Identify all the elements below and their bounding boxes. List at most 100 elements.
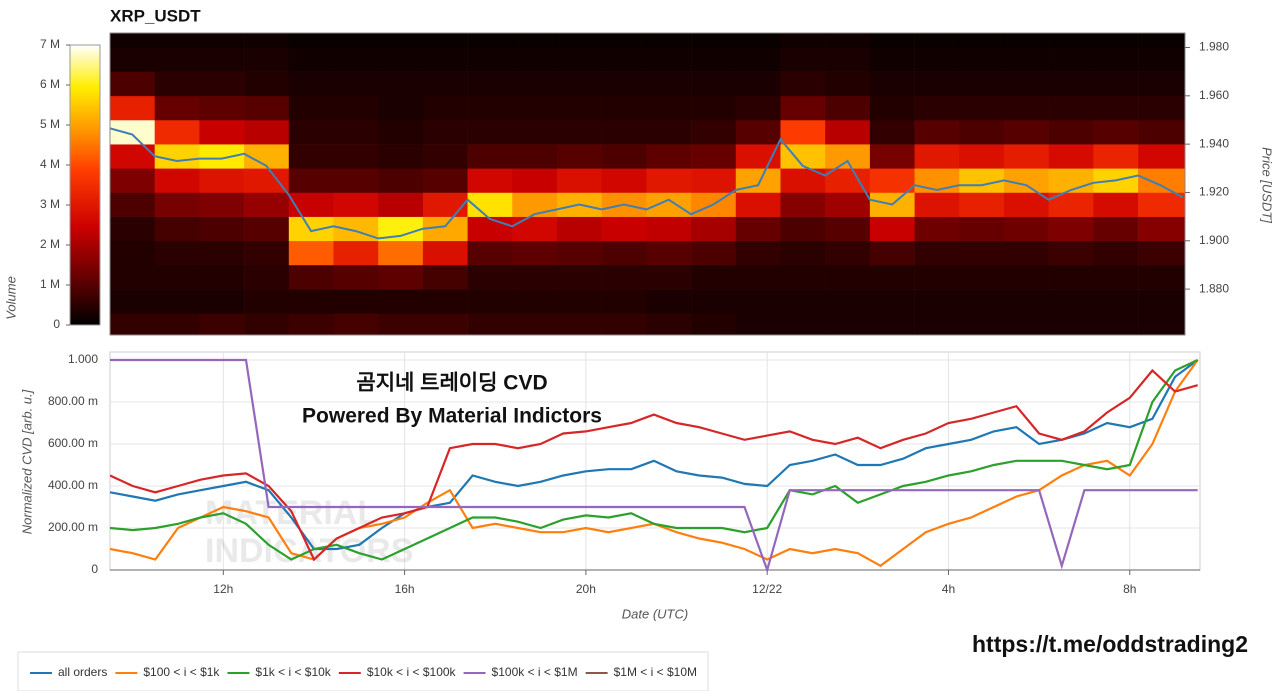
- heatmap-cell: [825, 289, 871, 314]
- heatmap-cell: [1093, 95, 1139, 121]
- heatmap-cell: [467, 95, 513, 121]
- heatmap-cell: [646, 144, 692, 169]
- heatmap-cell: [244, 144, 290, 169]
- heatmap-cell: [1093, 264, 1139, 290]
- heatmap-cell: [110, 240, 155, 266]
- heatmap-cell: [422, 313, 468, 335]
- heatmap-cell: [333, 47, 379, 72]
- heatmap-cell: [959, 289, 1005, 314]
- heatmap-cell: [735, 33, 781, 48]
- heatmap-cell: [288, 119, 334, 145]
- colorbar-tick-label: 1 M: [40, 277, 60, 291]
- heatmap-cell: [780, 216, 826, 242]
- heatmap-cell: [556, 240, 602, 266]
- heatmap-cell: [1093, 47, 1139, 72]
- heatmap-cell: [199, 289, 245, 314]
- heatmap-cell: [378, 264, 424, 290]
- heatmap-cell: [244, 168, 290, 193]
- heatmap-cell: [825, 71, 871, 97]
- heatmap-cell: [288, 313, 334, 335]
- heatmap-cell: [1093, 192, 1139, 217]
- heatmap-cell: [869, 216, 915, 242]
- heatmap-cell: [378, 119, 424, 145]
- heatmap-cell: [1003, 216, 1049, 242]
- heatmap-cell: [780, 33, 826, 48]
- heatmap-cell: [914, 95, 960, 121]
- x-axis-label: Date (UTC): [622, 606, 688, 621]
- heatmap-cell: [467, 33, 513, 48]
- heatmap-cell: [914, 71, 960, 97]
- heatmap-cell: [154, 313, 200, 335]
- heatmap-cell: [959, 33, 1005, 48]
- heatmap-cell: [601, 240, 647, 266]
- legend-box: [17, 651, 709, 691]
- colorbar-tick-label: 7 M: [40, 37, 60, 51]
- heatmap-cell: [959, 264, 1005, 290]
- colorbar: [69, 44, 101, 326]
- heatmap-cell: [691, 313, 737, 335]
- heatmap-cell: [199, 240, 245, 266]
- heatmap-cell: [914, 144, 960, 169]
- heatmap-cell: [288, 33, 334, 48]
- heatmap-cell: [154, 95, 200, 121]
- heatmap-cell: [1003, 289, 1049, 314]
- heatmap-cell: [691, 71, 737, 97]
- heatmap-cell: [333, 119, 379, 145]
- heatmap-cell: [333, 33, 379, 48]
- heatmap-cell: [691, 47, 737, 72]
- plot-frame: [109, 32, 1186, 336]
- heatmap-cell: [959, 144, 1005, 169]
- heatmap-cell: [825, 240, 871, 266]
- heatmap-cell: [735, 264, 781, 290]
- heatmap-cell: [422, 240, 468, 266]
- heatmap-cell: [1003, 95, 1049, 121]
- heatmap-cell: [959, 168, 1005, 193]
- heatmap-cell: [199, 47, 245, 72]
- chart-title: XRP_USDT: [110, 6, 201, 25]
- colorbar-tick-label: 5 M: [40, 117, 60, 131]
- heatmap-cell: [646, 95, 692, 121]
- heatmap-cell: [1048, 119, 1094, 145]
- heatmap-cell: [780, 192, 826, 217]
- heatmap-cell: [691, 33, 737, 48]
- heatmap-cell: [199, 264, 245, 290]
- heatmap-cell: [110, 33, 155, 48]
- heatmap-cell: [467, 240, 513, 266]
- heatmap-cell: [467, 289, 513, 314]
- heatmap-cell: [333, 313, 379, 335]
- cvd-layer: 0 200.00 m 400.00 m 600.00 m 800.00 m 1.000 12…: [48, 351, 1201, 596]
- heatmap-cell: [646, 168, 692, 193]
- heatmap-cell: [288, 216, 334, 242]
- heatmap-cell: [467, 313, 513, 335]
- heatmap-cell: [1003, 47, 1049, 72]
- heatmap-cell: [780, 95, 826, 121]
- heatmap-cell: [1138, 95, 1185, 121]
- heatmap-cell: [869, 95, 915, 121]
- heatmap-cell: [1003, 264, 1049, 290]
- heatmap-cell: [780, 47, 826, 72]
- heatmap-cell: [959, 192, 1005, 217]
- heatmap-cell: [512, 192, 558, 217]
- y-tick-label: 800.00 m: [48, 394, 98, 408]
- heatmap-cell: [869, 168, 915, 193]
- heatmap-cell: [959, 47, 1005, 72]
- heatmap-cell: [467, 119, 513, 145]
- heatmap-cell: [288, 47, 334, 72]
- heatmap-cell: [601, 168, 647, 193]
- heatmap-cell: [333, 95, 379, 121]
- heatmap-cell: [1003, 168, 1049, 193]
- heatmap-cell: [1003, 144, 1049, 169]
- heatmap-cell: [154, 168, 200, 193]
- y-tick-label: 400.00 m: [48, 478, 98, 492]
- heatmap-cell: [1093, 144, 1139, 169]
- heatmap-cell: [601, 47, 647, 72]
- heatmap-cell: [825, 144, 871, 169]
- heatmap-cell: [556, 71, 602, 97]
- heatmap-cell: [1138, 192, 1185, 217]
- heatmap-cell: [601, 216, 647, 242]
- heatmap-cell: [422, 264, 468, 290]
- heatmap-cell: [244, 240, 290, 266]
- heatmap-cell: [825, 216, 871, 242]
- heatmap-cell: [735, 95, 781, 121]
